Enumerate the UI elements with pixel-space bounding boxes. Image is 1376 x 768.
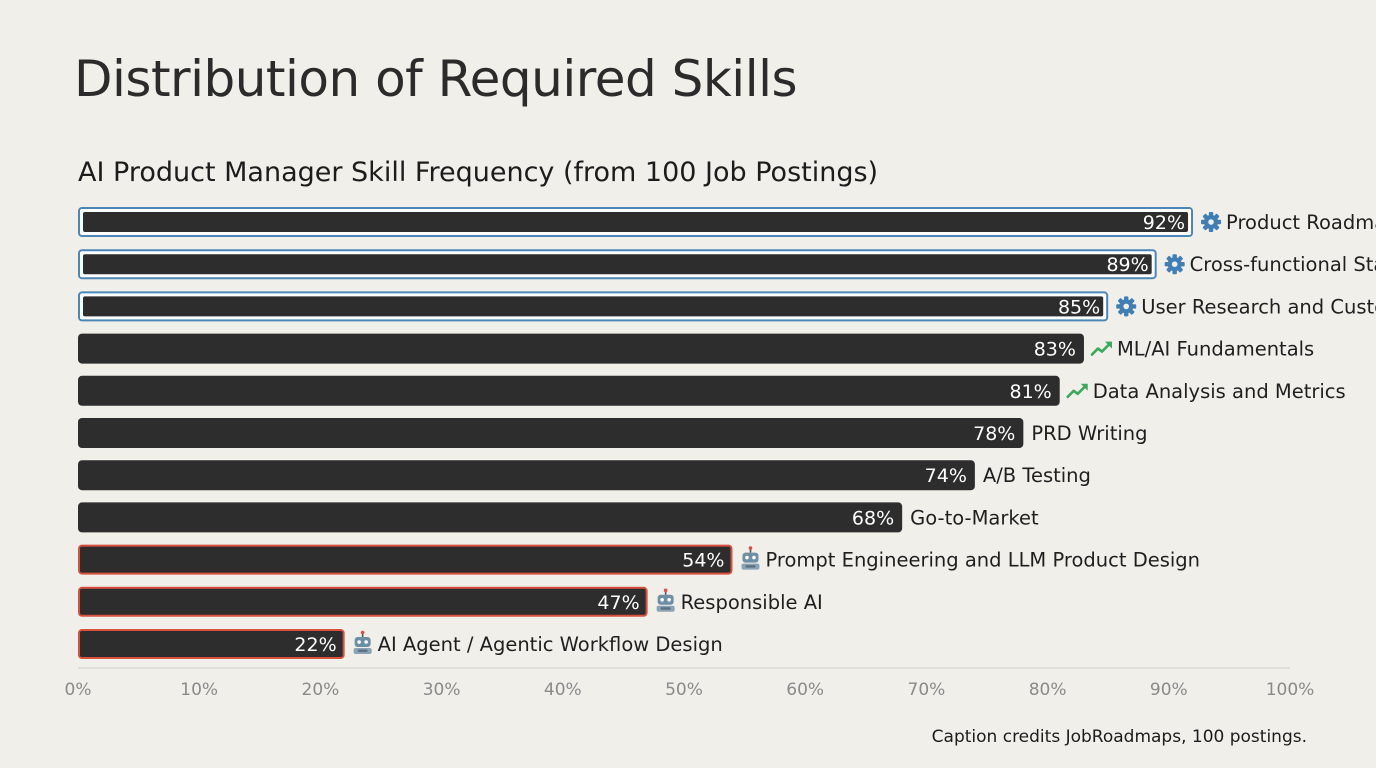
x-tick-label: 20% bbox=[302, 680, 340, 700]
bar-value-label: 92% bbox=[1143, 212, 1185, 234]
x-tick-label: 0% bbox=[65, 680, 92, 700]
bar bbox=[78, 333, 1084, 364]
robot-icon bbox=[656, 588, 675, 612]
bar-category-label: Data Analysis and Metrics bbox=[1093, 380, 1346, 403]
bar-value-label: 83% bbox=[1034, 339, 1076, 361]
bar-category-label: ML/AI Fundamentals bbox=[1117, 338, 1314, 361]
x-tick-label: 100% bbox=[1266, 680, 1315, 700]
trend-up-icon bbox=[1090, 341, 1112, 356]
bar bbox=[81, 547, 730, 572]
bar bbox=[83, 212, 1189, 232]
chart-caption: Caption credits JobRoadmaps, 100 posting… bbox=[931, 727, 1307, 747]
robot-icon bbox=[741, 546, 760, 570]
gear-icon bbox=[1116, 296, 1137, 317]
x-tick-label: 60% bbox=[786, 680, 824, 700]
page-title: Distribution of Required Skills bbox=[74, 50, 798, 108]
bar-category-label: AI Agent / Agentic Workflow Design bbox=[378, 633, 723, 656]
bar-category-label: Product Roadmap Prioritization bbox=[1226, 211, 1376, 234]
bar bbox=[78, 502, 903, 533]
bar-value-label: 81% bbox=[1009, 381, 1051, 403]
bar-category-label: A/B Testing bbox=[983, 464, 1091, 487]
bar-value-label: 85% bbox=[1058, 296, 1100, 318]
bar bbox=[78, 418, 1024, 448]
x-tick-label: 30% bbox=[423, 680, 461, 700]
bar bbox=[83, 296, 1104, 317]
trend-up-icon bbox=[1066, 383, 1088, 399]
bar bbox=[81, 632, 342, 656]
bar bbox=[78, 375, 1060, 406]
bar-category-label: Go-to-Market bbox=[910, 506, 1039, 529]
bar bbox=[81, 589, 645, 614]
bar-value-label: 22% bbox=[294, 634, 336, 656]
bar-category-label: Responsible AI bbox=[681, 591, 823, 614]
x-tick-label: 90% bbox=[1150, 680, 1188, 700]
robot-icon bbox=[353, 630, 372, 654]
x-tick-label: 70% bbox=[908, 680, 946, 700]
bar-category-label: User Research and Customer Discovery bbox=[1141, 295, 1376, 318]
x-tick-label: 80% bbox=[1029, 680, 1067, 700]
bar bbox=[78, 460, 975, 491]
bar-value-label: 54% bbox=[682, 550, 724, 572]
bar-value-label: 47% bbox=[597, 592, 639, 614]
x-tick-label: 50% bbox=[665, 680, 703, 700]
bar-value-label: 89% bbox=[1106, 254, 1148, 276]
chart-title: AI Product Manager Skill Frequency (from… bbox=[78, 157, 879, 188]
x-tick-label: 40% bbox=[544, 680, 582, 700]
bar-category-label: Cross-functional Stakeholder Alignment bbox=[1190, 253, 1376, 276]
x-tick-label: 10% bbox=[180, 680, 218, 700]
bar bbox=[83, 254, 1152, 275]
bar-value-label: 74% bbox=[925, 465, 967, 487]
gear-icon bbox=[1164, 254, 1185, 275]
gear-icon bbox=[1201, 212, 1222, 232]
bar-category-label: PRD Writing bbox=[1031, 422, 1147, 445]
bar-value-label: 78% bbox=[973, 423, 1015, 445]
bar-value-label: 68% bbox=[852, 507, 894, 529]
bar-category-label: Prompt Engineering and LLM Product Desig… bbox=[765, 549, 1200, 572]
